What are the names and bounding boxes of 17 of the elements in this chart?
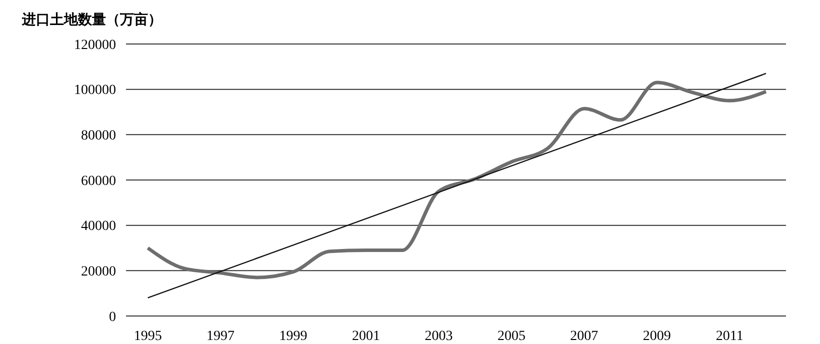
x-tick-label: 2003 (424, 329, 453, 344)
x-tick-label: 2001 (352, 329, 380, 344)
x-tick-label: 2011 (716, 329, 744, 344)
y-tick-label: 60000 (81, 174, 116, 189)
x-tick-label: 2007 (570, 329, 598, 344)
x-tick-label: 1999 (279, 329, 308, 344)
y-tick-label: 120000 (74, 38, 116, 53)
y-axis-title: 进口土地数量（万亩） (21, 11, 162, 28)
y-tick-label: 100000 (74, 83, 116, 98)
x-tick-label: 2009 (642, 329, 671, 344)
y-tick-label: 80000 (81, 128, 116, 144)
x-tick-label: 1997 (206, 329, 235, 344)
y-tick-label: 20000 (81, 264, 116, 280)
x-tick-label: 2005 (497, 329, 526, 344)
x-tick-label: 1995 (134, 329, 162, 344)
y-tick-label: 0 (109, 310, 116, 325)
y-tick-label: 40000 (81, 219, 116, 234)
